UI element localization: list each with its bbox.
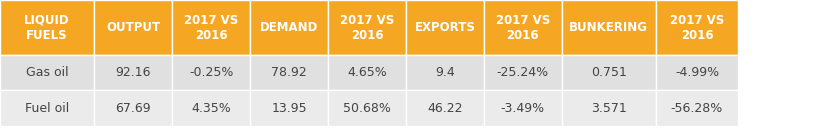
- Text: 0.751: 0.751: [590, 66, 626, 79]
- Bar: [561, 90, 655, 126]
- Text: Fuel oil: Fuel oil: [25, 102, 69, 115]
- Bar: [483, 90, 561, 126]
- Text: 46.22: 46.22: [427, 102, 462, 115]
- Bar: [328, 90, 405, 126]
- Text: 67.69: 67.69: [115, 102, 151, 115]
- Text: LIQUID
FUELS: LIQUID FUELS: [25, 13, 70, 42]
- Text: 2017 VS
2016: 2017 VS 2016: [183, 13, 238, 42]
- Bar: [655, 55, 737, 90]
- Bar: [655, 90, 737, 126]
- Text: 50.68%: 50.68%: [342, 102, 391, 115]
- Bar: [172, 55, 250, 90]
- Text: -56.28%: -56.28%: [670, 102, 722, 115]
- Bar: [172, 90, 250, 126]
- Text: BUNKERING: BUNKERING: [568, 21, 648, 34]
- Bar: [250, 55, 328, 90]
- Text: -3.49%: -3.49%: [500, 102, 544, 115]
- Text: DEMAND: DEMAND: [260, 21, 318, 34]
- Text: EXPORTS: EXPORTS: [414, 21, 475, 34]
- Text: OUTPUT: OUTPUT: [106, 21, 161, 34]
- Text: 2017 VS
2016: 2017 VS 2016: [495, 13, 550, 42]
- Text: -4.99%: -4.99%: [674, 66, 718, 79]
- Bar: [94, 55, 172, 90]
- Text: 92.16: 92.16: [115, 66, 151, 79]
- Bar: [0, 90, 94, 126]
- Bar: [94, 0, 172, 55]
- Text: 2017 VS
2016: 2017 VS 2016: [339, 13, 394, 42]
- Bar: [0, 0, 94, 55]
- Bar: [328, 0, 405, 55]
- Bar: [328, 55, 405, 90]
- Text: 2017 VS
2016: 2017 VS 2016: [669, 13, 723, 42]
- Bar: [405, 0, 483, 55]
- Text: Gas oil: Gas oil: [26, 66, 68, 79]
- Bar: [250, 90, 328, 126]
- Text: -25.24%: -25.24%: [496, 66, 548, 79]
- Bar: [561, 55, 655, 90]
- Text: 9.4: 9.4: [434, 66, 455, 79]
- Bar: [405, 90, 483, 126]
- Bar: [483, 55, 561, 90]
- Bar: [405, 55, 483, 90]
- Bar: [0, 55, 94, 90]
- Text: -0.25%: -0.25%: [188, 66, 233, 79]
- Text: 78.92: 78.92: [271, 66, 306, 79]
- Text: 13.95: 13.95: [271, 102, 306, 115]
- Text: 3.571: 3.571: [590, 102, 626, 115]
- Bar: [172, 0, 250, 55]
- Text: 4.65%: 4.65%: [346, 66, 387, 79]
- Bar: [250, 0, 328, 55]
- Bar: [483, 0, 561, 55]
- Bar: [655, 0, 737, 55]
- Text: 4.35%: 4.35%: [191, 102, 231, 115]
- Bar: [94, 90, 172, 126]
- Bar: [561, 0, 655, 55]
